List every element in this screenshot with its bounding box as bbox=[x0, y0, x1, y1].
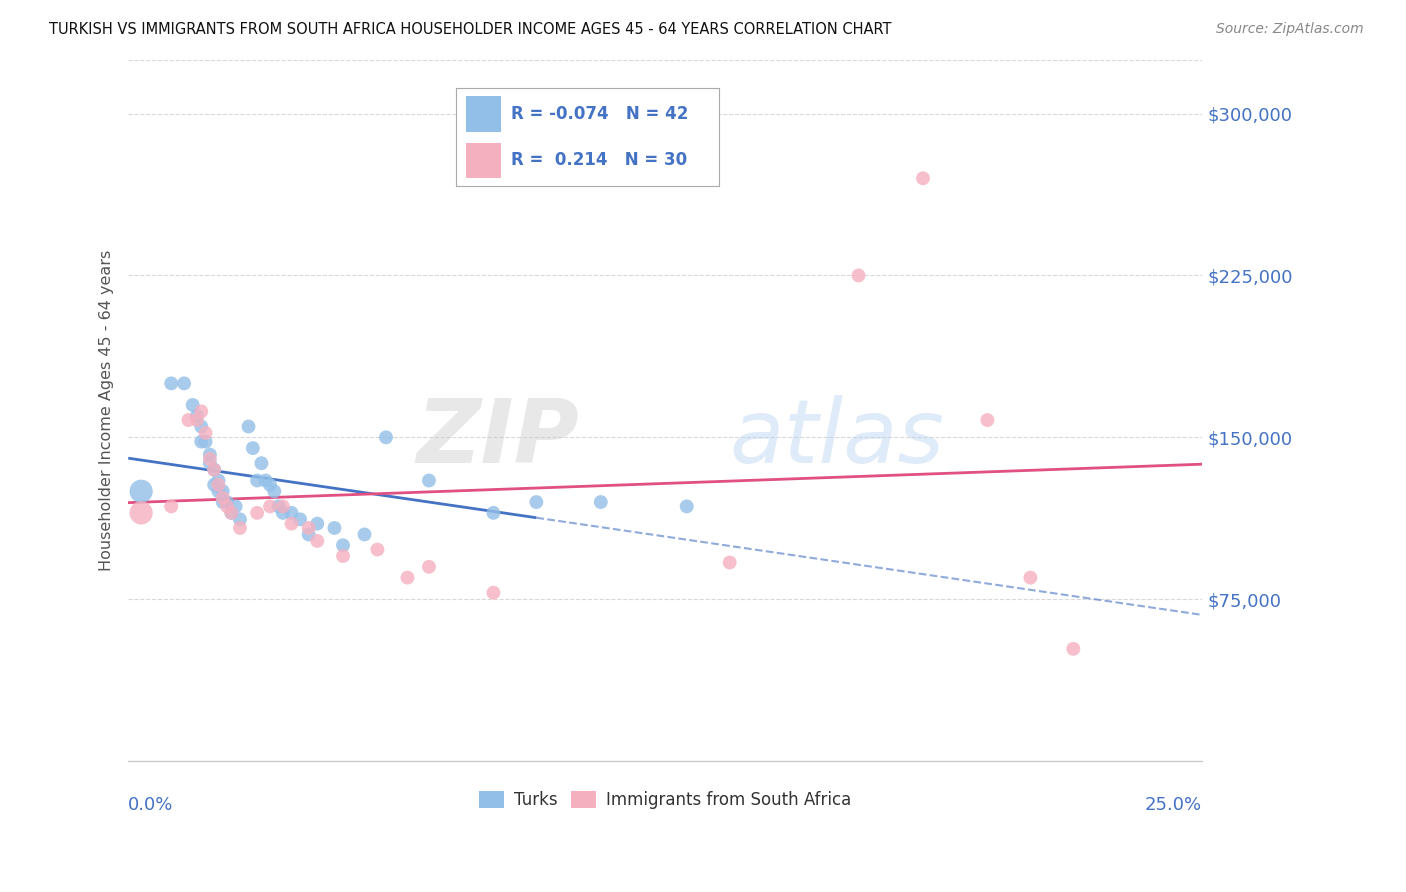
Text: atlas: atlas bbox=[730, 395, 945, 482]
Point bbox=[250, 456, 273, 470]
Point bbox=[418, 559, 440, 574]
Point bbox=[298, 521, 321, 535]
Point bbox=[396, 571, 419, 585]
Point bbox=[198, 456, 221, 470]
Point bbox=[718, 556, 741, 570]
Point bbox=[198, 448, 221, 462]
Point bbox=[332, 538, 354, 552]
Point bbox=[207, 474, 229, 488]
Text: Source: ZipAtlas.com: Source: ZipAtlas.com bbox=[1216, 22, 1364, 37]
Point bbox=[186, 409, 208, 423]
Point bbox=[190, 419, 212, 434]
Point bbox=[207, 484, 229, 499]
Point bbox=[254, 474, 277, 488]
Point bbox=[418, 474, 440, 488]
Point bbox=[221, 506, 243, 520]
Point bbox=[246, 506, 269, 520]
Point bbox=[229, 521, 252, 535]
Text: 25.0%: 25.0% bbox=[1144, 797, 1202, 814]
Point bbox=[482, 506, 505, 520]
Point bbox=[202, 463, 225, 477]
Point bbox=[190, 404, 212, 418]
Point bbox=[194, 425, 217, 440]
Point bbox=[375, 430, 398, 444]
Point bbox=[229, 512, 252, 526]
Point bbox=[225, 500, 247, 514]
Point bbox=[211, 491, 233, 505]
Point bbox=[353, 527, 375, 541]
Point bbox=[173, 376, 195, 391]
Point bbox=[202, 463, 225, 477]
Point bbox=[323, 521, 346, 535]
Point bbox=[207, 478, 229, 492]
Point bbox=[280, 516, 302, 531]
Point bbox=[186, 413, 208, 427]
Point bbox=[221, 506, 243, 520]
Point bbox=[177, 413, 200, 427]
Point bbox=[246, 474, 269, 488]
Point bbox=[194, 434, 217, 449]
Text: 0.0%: 0.0% bbox=[128, 797, 173, 814]
Point bbox=[202, 478, 225, 492]
Point bbox=[1019, 571, 1042, 585]
Point bbox=[911, 171, 934, 186]
Point bbox=[259, 478, 281, 492]
Point bbox=[129, 506, 152, 520]
Text: ZIP: ZIP bbox=[416, 395, 579, 482]
Point bbox=[307, 516, 329, 531]
Point bbox=[298, 527, 321, 541]
Point bbox=[211, 484, 233, 499]
Point bbox=[215, 495, 238, 509]
Point bbox=[366, 542, 388, 557]
Point bbox=[198, 451, 221, 466]
Point bbox=[307, 533, 329, 548]
Point bbox=[280, 506, 302, 520]
Point bbox=[129, 484, 152, 499]
Point bbox=[242, 441, 264, 455]
Point bbox=[263, 484, 285, 499]
Point bbox=[675, 500, 697, 514]
Point bbox=[160, 376, 183, 391]
Point bbox=[848, 268, 870, 283]
Point bbox=[238, 419, 260, 434]
Point bbox=[160, 500, 183, 514]
Point bbox=[524, 495, 547, 509]
Point bbox=[332, 549, 354, 563]
Legend: Turks, Immigrants from South Africa: Turks, Immigrants from South Africa bbox=[472, 784, 858, 816]
Point bbox=[976, 413, 998, 427]
Point bbox=[215, 500, 238, 514]
Point bbox=[1062, 641, 1084, 656]
Point bbox=[190, 434, 212, 449]
Point bbox=[271, 500, 294, 514]
Point bbox=[259, 500, 281, 514]
Point bbox=[271, 506, 294, 520]
Point bbox=[482, 585, 505, 599]
Point bbox=[267, 500, 290, 514]
Text: TURKISH VS IMMIGRANTS FROM SOUTH AFRICA HOUSEHOLDER INCOME AGES 45 - 64 YEARS CO: TURKISH VS IMMIGRANTS FROM SOUTH AFRICA … bbox=[49, 22, 891, 37]
Point bbox=[288, 512, 311, 526]
Point bbox=[181, 398, 204, 412]
Y-axis label: Householder Income Ages 45 - 64 years: Householder Income Ages 45 - 64 years bbox=[100, 250, 114, 571]
Point bbox=[589, 495, 612, 509]
Point bbox=[211, 495, 233, 509]
